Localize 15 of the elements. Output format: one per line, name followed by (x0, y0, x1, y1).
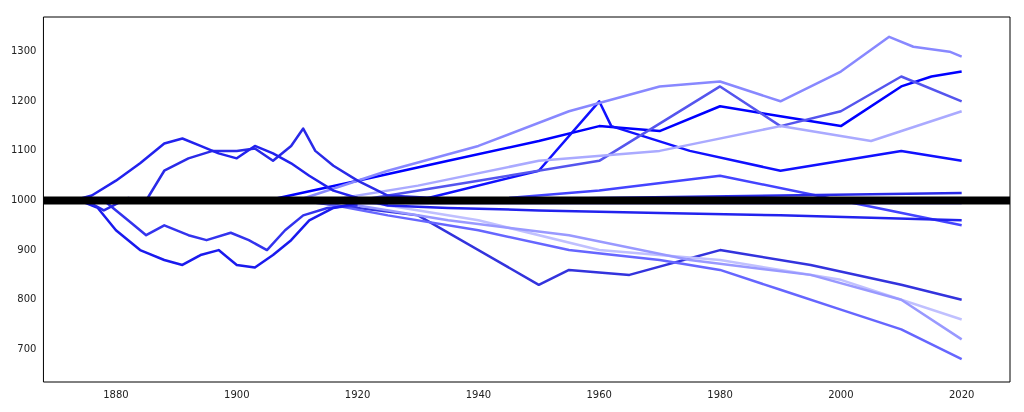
y-tick-label: 700 (17, 342, 37, 354)
y-tick-label: 1000 (11, 194, 37, 206)
y-tick-label: 900 (17, 243, 37, 255)
x-tick-label: 1980 (707, 388, 733, 400)
x-tick-label: 1920 (344, 388, 371, 400)
y-tick-label: 1300 (11, 45, 37, 57)
x-tick-label: 2000 (828, 388, 854, 400)
x-tick-label: 1960 (586, 388, 612, 400)
y-tick-label: 1100 (11, 144, 37, 156)
y-tick-label: 800 (17, 293, 37, 305)
x-tick-label: 2020 (948, 388, 975, 400)
x-tick-label: 1880 (103, 388, 129, 400)
x-tick-label: 1940 (465, 388, 492, 400)
y-tick-label: 1200 (11, 94, 37, 106)
x-tick-label: 1900 (224, 388, 250, 400)
